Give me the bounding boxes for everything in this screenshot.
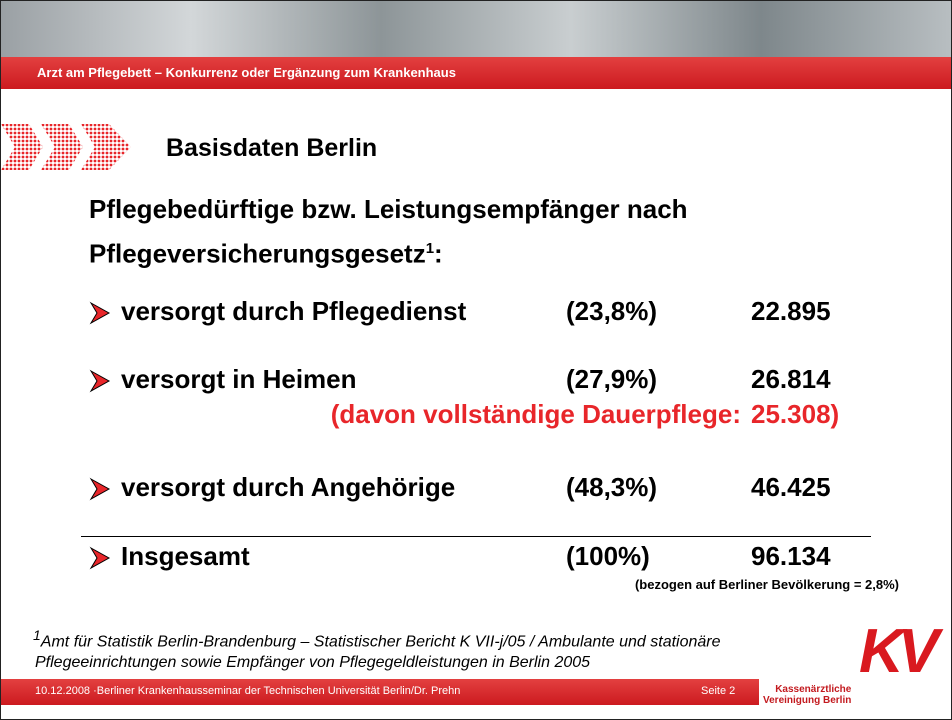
sub-label: (davon vollständige Dauerpflege: <box>331 399 741 430</box>
total-label: Insgesamt <box>121 541 250 572</box>
row-share: (23,8%) <box>566 296 657 327</box>
slide: Arzt am Pflegebett – Konkurrenz oder Erg… <box>0 0 952 720</box>
row-count: 26.814 <box>751 364 831 395</box>
logo-mark: KV <box>859 616 933 687</box>
section-title: Basisdaten Berlin <box>166 134 377 163</box>
row-count: 22.895 <box>751 296 831 327</box>
arrow-logo <box>1 119 136 175</box>
heading-end: : <box>434 239 443 269</box>
bullet-arrow <box>89 369 111 393</box>
footnote-line: Amt für Statistik Berlin-Brandenburg – S… <box>41 633 721 650</box>
bullet-arrow <box>89 546 111 570</box>
header-title: Arzt am Pflegebett – Konkurrenz oder Erg… <box>37 65 456 80</box>
footnote-line: Pflegeeinrichtungen sowie Empfänger von … <box>33 654 590 671</box>
row-label: versorgt durch Pflegedienst <box>121 296 466 327</box>
row-share: (27,9%) <box>566 364 657 395</box>
footnote-marker: 1 <box>33 627 41 643</box>
row-label: versorgt in Heimen <box>121 364 357 395</box>
logo-line: Kassenärztliche <box>775 684 851 695</box>
heading-note-ref: 1 <box>426 240 434 257</box>
sub-count: 25.308) <box>751 399 839 430</box>
footer-text: 10.12.2008 ·Berliner Krankenhausseminar … <box>35 685 460 697</box>
total-share: (100%) <box>566 541 650 572</box>
total-note: (bezogen auf Berliner Bevölkerung = 2,8%… <box>635 577 899 592</box>
footer-page: Seite 2 <box>701 685 735 697</box>
row-share: (48,3%) <box>566 472 657 503</box>
row-count: 46.425 <box>751 472 831 503</box>
logo-line: Vereinigung Berlin <box>763 695 851 706</box>
total-rule <box>81 536 871 537</box>
footnote: 1Amt für Statistik Berlin-Brandenburg – … <box>33 625 721 673</box>
heading-text: Pflegebedürftige bzw. Leistungsempfänger… <box>89 194 688 269</box>
total-count: 96.134 <box>751 541 831 572</box>
bullet-arrow <box>89 477 111 501</box>
bullet-arrow <box>89 301 111 325</box>
banner-image <box>1 1 951 61</box>
heading: Pflegebedürftige bzw. Leistungsempfänger… <box>89 189 869 274</box>
row-label: versorgt durch Angehörige <box>121 472 455 503</box>
